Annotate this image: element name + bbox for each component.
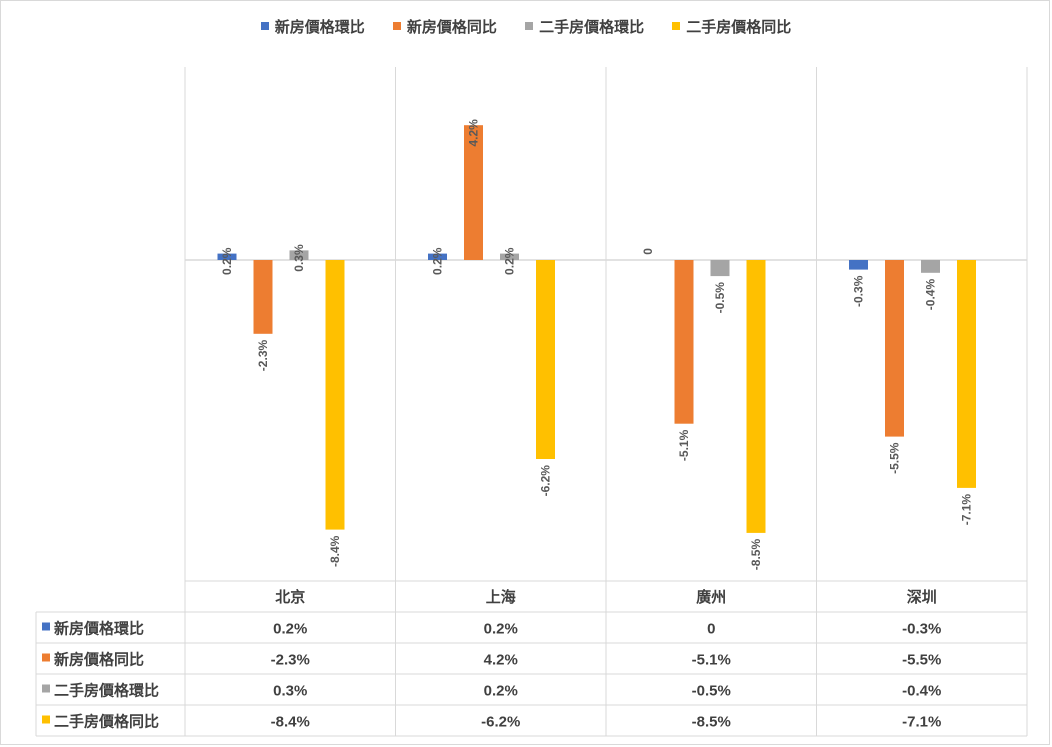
data-label-0-1: 0.2% bbox=[431, 247, 445, 275]
data-label-0-0: 0.2% bbox=[220, 247, 234, 275]
table-cell-1-1: 4.2% bbox=[484, 652, 518, 669]
table-swatch-0 bbox=[42, 622, 50, 631]
table-cell-3-2: -8.5% bbox=[692, 714, 731, 731]
bar-3-3 bbox=[957, 260, 976, 488]
table-cell-0-3: -0.3% bbox=[902, 621, 941, 638]
data-label-3-2: -8.5% bbox=[749, 539, 763, 571]
category-label-2: 廣州 bbox=[696, 588, 726, 606]
data-label-2-2: -0.5% bbox=[713, 282, 727, 314]
table-cell-3-3: -7.1% bbox=[902, 714, 941, 731]
bar-0-0 bbox=[217, 253, 237, 260]
bar-2-1 bbox=[500, 253, 519, 260]
bar-0-1 bbox=[428, 253, 447, 260]
data-label-1-2: -5.1% bbox=[677, 429, 691, 461]
data-label-3-1: -6.2% bbox=[539, 465, 553, 497]
category-label-1: 上海 bbox=[486, 588, 516, 606]
legend-swatch-0 bbox=[260, 22, 269, 31]
legend-label-3: 二手房價格同比 bbox=[686, 19, 792, 36]
legend: 新房價格環比 新房價格同比 二手房價格環比 二手房價格同比 bbox=[0, 16, 1052, 37]
table-swatch-3 bbox=[42, 715, 50, 724]
data-label-2-1: 0.2% bbox=[503, 247, 517, 275]
table-series-name-1: 新房價格同比 bbox=[54, 651, 144, 669]
legend-item-0: 新房價格環比 bbox=[260, 16, 365, 37]
legend-label-1: 新房價格同比 bbox=[406, 19, 497, 36]
table-cell-1-3: -5.5% bbox=[902, 652, 941, 669]
bar-2-3 bbox=[921, 260, 940, 273]
table-cell-2-3: -0.4% bbox=[902, 683, 941, 700]
bar-3-1 bbox=[536, 260, 555, 459]
table-cell-2-2: -0.5% bbox=[692, 683, 731, 700]
legend-swatch-1 bbox=[392, 22, 401, 31]
data-label-1-1: 4.2% bbox=[467, 119, 481, 147]
table-cell-2-0: 0.3% bbox=[273, 683, 307, 700]
legend-item-1: 新房價格同比 bbox=[392, 16, 497, 37]
legend-label-2: 二手房價格環比 bbox=[539, 19, 645, 36]
table-cell-0-0: 0.2% bbox=[273, 621, 307, 638]
table-cell-3-1: -6.2% bbox=[481, 714, 520, 731]
bar-1-3 bbox=[885, 260, 904, 437]
data-label-2-0: 0.3% bbox=[292, 244, 306, 272]
table-series-name-3: 二手房價格同比 bbox=[54, 713, 159, 731]
table-cell-3-0: -8.4% bbox=[271, 714, 310, 731]
table-series-name-2: 二手房價格環比 bbox=[54, 682, 159, 700]
data-label-0-3: -0.3% bbox=[852, 275, 866, 307]
data-label-3-3: -7.1% bbox=[960, 494, 974, 526]
bar-3-2 bbox=[746, 260, 766, 533]
table-cell-1-2: -5.1% bbox=[692, 652, 731, 669]
legend-swatch-2 bbox=[525, 22, 534, 31]
data-label-2-3: -0.4% bbox=[924, 279, 938, 311]
data-label-1-0: -2.3% bbox=[256, 340, 270, 372]
table-cell-0-1: 0.2% bbox=[484, 621, 518, 638]
legend-item-3: 二手房價格同比 bbox=[672, 16, 791, 37]
table-swatch-2 bbox=[42, 684, 50, 693]
table-cell-1-0: -2.3% bbox=[271, 652, 310, 669]
legend-item-2: 二手房價格環比 bbox=[525, 16, 644, 37]
table-cell-2-1: 0.2% bbox=[484, 683, 518, 700]
legend-label-0: 新房價格環比 bbox=[274, 19, 365, 36]
data-label-3-0: -8.4% bbox=[328, 535, 342, 567]
table-series-name-0: 新房價格環比 bbox=[54, 620, 144, 638]
category-label-0: 北京 bbox=[275, 588, 305, 606]
data-label-0-2: 0 bbox=[641, 248, 655, 255]
bar-2-0 bbox=[289, 250, 309, 260]
bar-1-0 bbox=[253, 260, 273, 334]
legend-swatch-3 bbox=[672, 22, 681, 31]
bar-2-2 bbox=[710, 260, 730, 277]
bar-1-2 bbox=[674, 260, 694, 424]
table-swatch-1 bbox=[42, 653, 50, 662]
data-label-1-3: -5.5% bbox=[888, 442, 902, 474]
table-cell-0-2: 0 bbox=[707, 621, 715, 638]
category-label-3: 深圳 bbox=[907, 588, 937, 606]
bar-0-3 bbox=[849, 260, 868, 270]
bar-3-0 bbox=[325, 260, 345, 530]
bar-1-1 bbox=[464, 125, 483, 260]
